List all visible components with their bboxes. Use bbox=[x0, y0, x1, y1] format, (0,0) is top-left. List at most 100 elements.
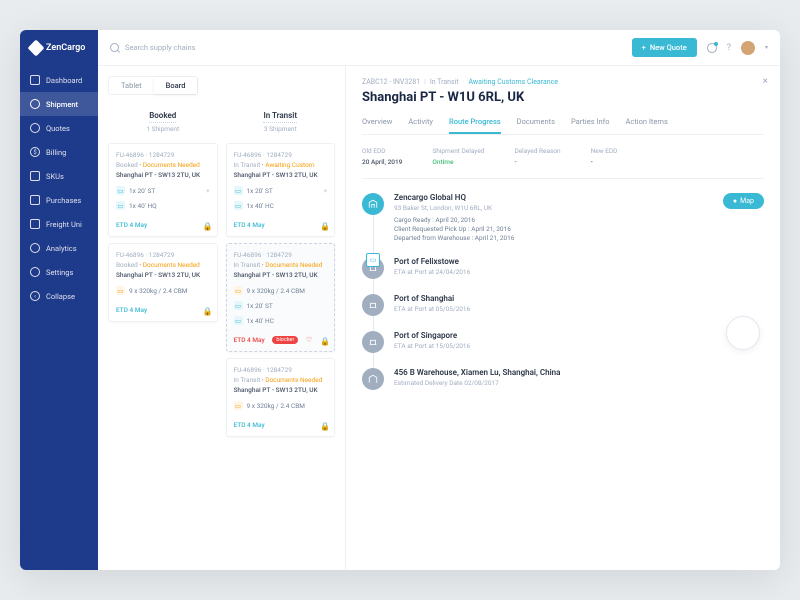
new-quote-button[interactable]: +New Quote bbox=[632, 38, 697, 57]
billing-icon: $ bbox=[30, 147, 40, 157]
port-icon bbox=[362, 294, 384, 316]
topbar: Search supply chains +New Quote ? ▾ bbox=[98, 30, 780, 66]
shipment-card[interactable]: FU-46896 · 1284729 In Transit · Document… bbox=[226, 358, 336, 437]
tab-overview[interactable]: Overview bbox=[362, 117, 392, 134]
avatar[interactable] bbox=[741, 41, 755, 55]
etd-label: ETD 4 May bbox=[234, 221, 265, 229]
search-input[interactable]: Search supply chains bbox=[110, 43, 622, 52]
etd-label: ETD 4 May bbox=[116, 221, 147, 229]
card-footer: ETD 4 May🔒 bbox=[234, 417, 328, 429]
sidebar-item-settings[interactable]: Settings bbox=[20, 260, 98, 284]
column-booked: Booked 1 Shipment FU-46896 · 1284729 Boo… bbox=[108, 105, 218, 443]
timeline-item: ▭ Zencargo Global HQ 93 Baker St, London… bbox=[362, 193, 764, 257]
card-item: ▭1x 40' HC bbox=[234, 313, 328, 328]
settings-icon bbox=[30, 267, 40, 277]
search-placeholder: Search supply chains bbox=[125, 43, 196, 52]
shipment-card[interactable]: FU-46896 · 1284729 In Transit · Document… bbox=[226, 243, 336, 352]
card-route: Shanghai PT - SW13 2TU, UK bbox=[234, 271, 328, 279]
column-title: Booked bbox=[149, 111, 176, 123]
etd-label: ETD 4 May bbox=[234, 336, 265, 344]
fab-button[interactable] bbox=[726, 316, 760, 350]
main: Search supply chains +New Quote ? ▾ Tabl… bbox=[98, 30, 780, 570]
warehouse-icon bbox=[362, 368, 384, 390]
container-icon: ▭ bbox=[116, 186, 125, 195]
card-item: ▭1x 20' ST bbox=[234, 298, 328, 313]
detail-panel: × ZABC12 - INV3281|In Transit·Awaiting C… bbox=[346, 66, 780, 570]
sidebar-item-freight[interactable]: Freight Uni bbox=[20, 212, 98, 236]
card-id: FU-46896 · 1284729 bbox=[116, 151, 210, 159]
card-route: Shanghai PT - SW13 2TU, UK bbox=[116, 271, 210, 279]
etd-label: ETD 4 May bbox=[234, 421, 265, 429]
logo[interactable]: ZenCargo bbox=[20, 42, 98, 68]
card-item: ▭1x 40' HQ bbox=[116, 198, 210, 213]
lock-icon: 🔒 bbox=[320, 337, 327, 344]
card-id: FU-46896 · 1284729 bbox=[234, 151, 328, 159]
box-icon: ▭ bbox=[234, 286, 243, 295]
close-icon[interactable]: × bbox=[763, 76, 768, 87]
timeline-content: Zencargo Global HQ 93 Baker St, London, … bbox=[394, 193, 764, 243]
sidebar-item-skus[interactable]: SKUs bbox=[20, 164, 98, 188]
warehouse-icon bbox=[362, 193, 384, 215]
logo-icon bbox=[28, 40, 45, 57]
container-icon: ▭ bbox=[234, 201, 243, 210]
help-icon[interactable]: ? bbox=[727, 43, 731, 53]
column-transit: In Transit 3 Shipment FU-46896 · 1284729… bbox=[226, 105, 336, 443]
card-item: ▭9 x 320kg / 2.4 CBM bbox=[116, 283, 210, 298]
truck-icon: ▭ bbox=[366, 253, 380, 267]
app-window: ZenCargo Dashboard Shipment Quotes $Bill… bbox=[20, 30, 780, 570]
info-row: Old EDD20 April, 2019 Shipment DelayedOn… bbox=[362, 147, 764, 179]
timeline-content: Port of Felixstowe ETA at Port at 24/04/… bbox=[394, 257, 764, 280]
timeline-item: Port of Shanghai ETA at Port at 05/05/20… bbox=[362, 294, 764, 331]
sidebar-item-dashboard[interactable]: Dashboard bbox=[20, 68, 98, 92]
card-status: In Transit · Documents Needed bbox=[234, 376, 328, 384]
etd-label: ETD 4 May bbox=[116, 306, 147, 314]
tab-documents[interactable]: Documents bbox=[517, 117, 555, 134]
shipment-card[interactable]: FU-46896 · 1284729 In Transit · Awaiting… bbox=[226, 143, 336, 237]
tab-route-progress[interactable]: Route Progress bbox=[449, 117, 501, 134]
box-icon: ▭ bbox=[234, 401, 243, 410]
card-footer: ETD 4 May🔒 bbox=[234, 217, 328, 229]
info-reason: Delayed Reason- bbox=[514, 147, 560, 166]
sidebar-item-quotes[interactable]: Quotes bbox=[20, 116, 98, 140]
card-footer: ETD 4 May 🔒 bbox=[116, 302, 210, 314]
container-icon: ▭ bbox=[234, 186, 243, 195]
info-old-edd: Old EDD20 April, 2019 bbox=[362, 147, 402, 166]
skus-icon bbox=[30, 171, 40, 181]
shipment-card[interactable]: FU-46896 · 1284729 Booked · Documents Ne… bbox=[108, 143, 218, 237]
tab-actions[interactable]: Action Items bbox=[626, 117, 668, 134]
sidebar-item-billing[interactable]: $Billing bbox=[20, 140, 98, 164]
card-item: ▭1x 20' ST▾ bbox=[116, 183, 210, 198]
topbar-icons: ? ▾ bbox=[707, 41, 768, 55]
heart-icon[interactable]: ♡ bbox=[306, 336, 312, 344]
chevron-down-icon[interactable]: ▾ bbox=[765, 44, 768, 51]
column-header: In Transit 3 Shipment bbox=[226, 105, 336, 143]
card-id: FU-46896 · 1284729 bbox=[116, 251, 210, 259]
card-route: Shanghai PT - SW13 2TU, UK bbox=[234, 171, 328, 179]
quotes-icon bbox=[30, 123, 40, 133]
view-board[interactable]: Board bbox=[154, 77, 198, 94]
shipment-card[interactable]: FU-46896 · 1284729 Booked · Documents Ne… bbox=[108, 243, 218, 322]
purchases-icon bbox=[30, 195, 40, 205]
app-name: ZenCargo bbox=[46, 43, 85, 53]
card-route: Shanghai PT - SW13 2TU, UK bbox=[116, 171, 210, 179]
card-status: Booked · Documents Needed bbox=[116, 261, 210, 269]
search-icon bbox=[110, 43, 119, 52]
card-status: In Transit · Documents Needed bbox=[234, 261, 328, 269]
sidebar-item-shipment[interactable]: Shipment bbox=[20, 92, 98, 116]
breadcrumb: ZABC12 - INV3281|In Transit·Awaiting Cus… bbox=[362, 78, 764, 86]
timeline-item: Port of Singapore ETA at Port at 15/05/2… bbox=[362, 331, 764, 368]
port-icon bbox=[362, 331, 384, 353]
sidebar-item-purchases[interactable]: Purchases bbox=[20, 188, 98, 212]
sidebar: ZenCargo Dashboard Shipment Quotes $Bill… bbox=[20, 30, 98, 570]
lock-icon: 🔒 bbox=[203, 307, 210, 314]
tab-parties[interactable]: Parties Info bbox=[571, 117, 610, 134]
view-tablet[interactable]: Tablet bbox=[109, 77, 154, 94]
analytics-icon bbox=[30, 243, 40, 253]
detail-title: Shanghai PT - W1U 6RL, UK bbox=[362, 90, 764, 105]
box-icon: ▭ bbox=[116, 286, 125, 295]
notifications-icon[interactable] bbox=[707, 43, 717, 53]
tab-activity[interactable]: Activity bbox=[408, 117, 433, 134]
info-delay: Shipment DelayedOntime bbox=[432, 147, 484, 166]
sidebar-item-collapse[interactable]: ‹Collapse bbox=[20, 284, 98, 308]
sidebar-item-analytics[interactable]: Analytics bbox=[20, 236, 98, 260]
